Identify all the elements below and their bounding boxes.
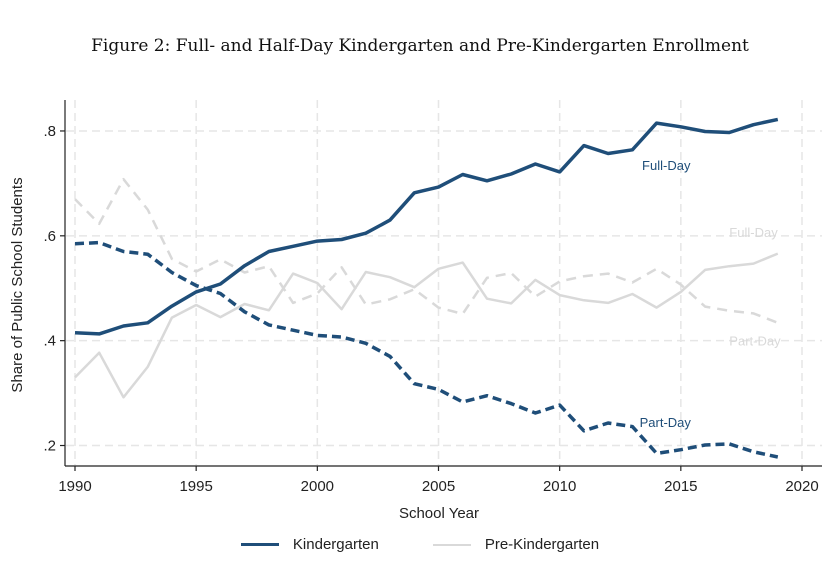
series-line-pre-kindergarten-part-day <box>74 177 779 324</box>
y-tick-label: .6 <box>43 228 56 245</box>
y-tick-label: .4 <box>43 333 56 350</box>
x-tick-label: 2000 <box>301 478 334 495</box>
x-tick-label: 2020 <box>785 478 818 495</box>
y-tick-label: .2 <box>43 438 56 455</box>
series-label-kindergarten-part-day: Part-Day <box>640 415 692 430</box>
series-lines <box>74 117 779 459</box>
legend: Kindergarten Pre-Kindergarten <box>0 536 840 553</box>
series-label-pre-kindergarten-full-day: Full-Day <box>729 225 778 240</box>
legend-entry-pre-kindergarten: Pre-Kindergarten <box>432 536 600 553</box>
figure-title: Figure 2: Full- and Half-Day Kindergarte… <box>91 36 749 56</box>
series-line-pre-kindergarten-full-day <box>74 252 779 399</box>
x-tick-label: 1995 <box>179 478 212 495</box>
legend-swatch-pre-kindergarten <box>432 543 471 546</box>
x-tick-label: 1990 <box>58 478 91 495</box>
line-chart: Full-Day Part-Day Full-Day Part-Day .2 .4 .6.… <box>9 100 822 522</box>
legend-label-kindergarten: Kindergarten <box>292 536 379 553</box>
legend-label-pre-kindergarten: Pre-Kindergarten <box>484 536 600 553</box>
axes: .2 .4 .6 .8 1990 1995 2000 2005 2010 2015 2020 <box>43 100 822 495</box>
y-tick-label: .8 <box>43 123 56 140</box>
series-label-pre-kindergarten-part-day: Part-Day <box>729 334 781 349</box>
x-tick-label: 2005 <box>422 478 455 495</box>
x-tick-label: 2015 <box>664 478 697 495</box>
x-axis-label: School Year <box>399 505 479 522</box>
y-axis-label: Share of Public School Students <box>9 177 26 392</box>
series-labels: Full-Day Part-Day Full-Day Part-Day <box>640 158 781 430</box>
x-tick-label: 2010 <box>543 478 576 495</box>
series-line-kindergarten-part-day <box>74 240 779 459</box>
grid-lines <box>66 100 822 465</box>
legend-entry-kindergarten: Kindergarten <box>240 536 379 553</box>
series-label-kindergarten-full-day: Full-Day <box>642 158 691 173</box>
series-line-kindergarten-full-day <box>74 117 779 336</box>
legend-swatch-kindergarten <box>240 543 279 546</box>
